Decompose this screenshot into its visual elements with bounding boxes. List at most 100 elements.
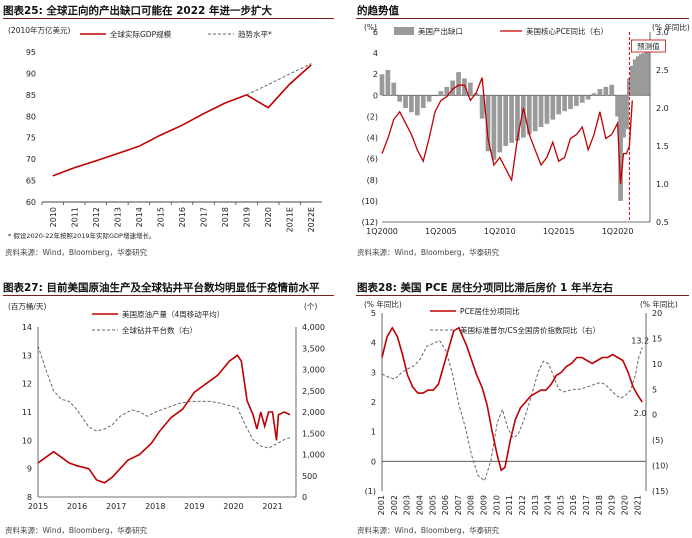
- x-tick-label: 2015: [156, 207, 165, 227]
- y-tick-label: 75: [26, 134, 36, 143]
- y-left-tick-label: 10: [22, 436, 32, 445]
- gap-bar: [467, 82, 473, 96]
- x-tick-label: 2019: [243, 207, 252, 227]
- gap-bar: [597, 89, 603, 96]
- y-right-tick-label: (10): [652, 462, 668, 471]
- x-tick-label: 2018: [145, 502, 165, 511]
- chart-26-rule: [356, 18, 689, 19]
- x-tick-label: 2011: [70, 207, 79, 227]
- gap-bar: [609, 84, 615, 96]
- house-price-line: [381, 339, 643, 482]
- x-tick-label: 2003: [403, 495, 412, 515]
- x-tick-label: 2016: [178, 207, 187, 227]
- y-left-tick-label: 1: [371, 428, 376, 437]
- gap-bar: [473, 93, 479, 96]
- y-right-tick-label: 1,000: [302, 451, 325, 460]
- gap-bar: [403, 95, 408, 108]
- gap-bar: [456, 72, 461, 96]
- pce-housing-line: [381, 326, 643, 472]
- x-tick-label: 2014: [544, 495, 553, 515]
- y-tick-label: 65: [26, 177, 36, 186]
- x-tick-label: 2021: [633, 495, 642, 515]
- gap-bar: [420, 95, 426, 108]
- gap-bar: [485, 95, 491, 152]
- y-right-tick-label: 4,000: [302, 323, 325, 332]
- gap-bar: [641, 53, 647, 96]
- x-tick-label: 2016: [569, 495, 578, 515]
- chart-25-caption: 图表25: 全球正向的产出缺口可能在 2022 年进一步扩大: [3, 5, 273, 17]
- x-tick-label: 2021: [262, 502, 282, 511]
- y-left-tick-label: (10): [362, 197, 378, 206]
- x-tick-label: 2008: [467, 495, 476, 515]
- chart-28: (% 年同比) (% 年同比) (1) 0 1 2 3 4 5 (15) (10) (5) 0 5 10 15…: [364, 299, 678, 515]
- x-tick-label: 2020: [264, 207, 273, 227]
- left-unit: (% 年同比): [364, 299, 402, 309]
- x-tick-label: 2010: [492, 495, 501, 515]
- x-tick-label: 2011: [505, 495, 514, 515]
- y-left-tick-label: 6: [373, 28, 378, 37]
- gap-bar: [644, 52, 650, 96]
- gap-bar: [479, 95, 485, 119]
- y-right-tick-label: 0: [302, 493, 307, 502]
- gdp-line: [52, 64, 312, 177]
- legend-rig-label: 全球钻井平台数（右）: [122, 325, 197, 335]
- gap-bar: [568, 95, 573, 110]
- legend-pce-label: PCE居住分项同比: [460, 306, 520, 316]
- gap-bar: [574, 95, 579, 106]
- x-tick-label: 2013: [531, 495, 540, 515]
- x-tick-label: 2015: [28, 502, 48, 511]
- x-tick-label: 1Q2005: [425, 227, 457, 236]
- legend-gdp-label: 全球实际GDP规模: [110, 29, 172, 39]
- x-tick-label: 2002: [390, 495, 399, 515]
- y-left-tick-label: (1): [365, 487, 376, 496]
- x-tick-label: 2022E: [307, 207, 316, 232]
- y-left-tick-label: 9: [27, 465, 32, 474]
- y-right-tick-label: 2.5: [656, 66, 669, 75]
- gap-bar: [585, 95, 591, 100]
- y-right-tick-label: 1.0: [656, 180, 669, 189]
- y-left-tick-label: 8: [27, 493, 32, 502]
- x-tick-label: 2001: [377, 495, 386, 515]
- y-tick-label: 90: [26, 69, 36, 78]
- trend-line: [246, 63, 312, 96]
- y-left-tick-label: 4: [371, 339, 376, 348]
- x-tick-label: 2017: [200, 207, 209, 227]
- legend-gap-swatch: [394, 27, 414, 35]
- gap-bar: [532, 95, 538, 132]
- gap-bar: [426, 95, 432, 102]
- chart-27: (百万桶/天) (个) 8 9 10 11 12 13 14 0 500 1,000 1,500 2,00…: [8, 301, 325, 511]
- x-tick-label: 2020: [223, 502, 243, 511]
- x-tick-label: 2015: [556, 495, 565, 515]
- chart-25-source: 资料来源：Wind，Bloomberg，华泰研究: [5, 248, 148, 257]
- y-left-tick-label: 12: [22, 380, 32, 389]
- left-unit: (百万桶/天): [8, 301, 46, 311]
- y-right-tick-label: 2,000: [302, 408, 325, 417]
- chart-27-source: 资料来源：Wind，Bloomberg，华泰研究: [5, 526, 148, 535]
- forecast-box: [630, 39, 666, 53]
- gap-bar: [624, 95, 629, 130]
- x-tick-label: 1Q2000: [366, 227, 398, 236]
- chart-25-rule: [3, 18, 334, 19]
- gap-bar: [632, 59, 638, 96]
- gap-bar: [618, 95, 623, 201]
- gap-bar: [550, 95, 556, 120]
- gap-bar: [491, 95, 497, 160]
- right-unit: (% 年同比): [640, 299, 678, 309]
- x-tick-label: 2005: [428, 495, 437, 515]
- y-right-tick-label: 2.0: [656, 104, 669, 113]
- y-left-tick-label: (4): [367, 134, 378, 143]
- y-right-tick-label: 1,500: [302, 429, 325, 438]
- x-tick-label: 1Q2020: [602, 227, 634, 236]
- gap-bar: [538, 95, 544, 127]
- gap-bar: [450, 80, 456, 96]
- gap-bar: [627, 78, 632, 96]
- x-tick-label: 2006: [441, 495, 450, 515]
- gap-bar: [503, 95, 509, 146]
- y-tick-label: 70: [26, 155, 36, 164]
- y-right-tick-label: 2,500: [302, 387, 325, 396]
- y-right-tick-label: 20: [652, 309, 662, 318]
- y-left-tick-label: 2: [373, 70, 378, 79]
- x-tick-label: 2004: [415, 495, 424, 515]
- x-tick-label: 2007: [454, 495, 463, 515]
- x-tick-label: 2019: [608, 495, 617, 515]
